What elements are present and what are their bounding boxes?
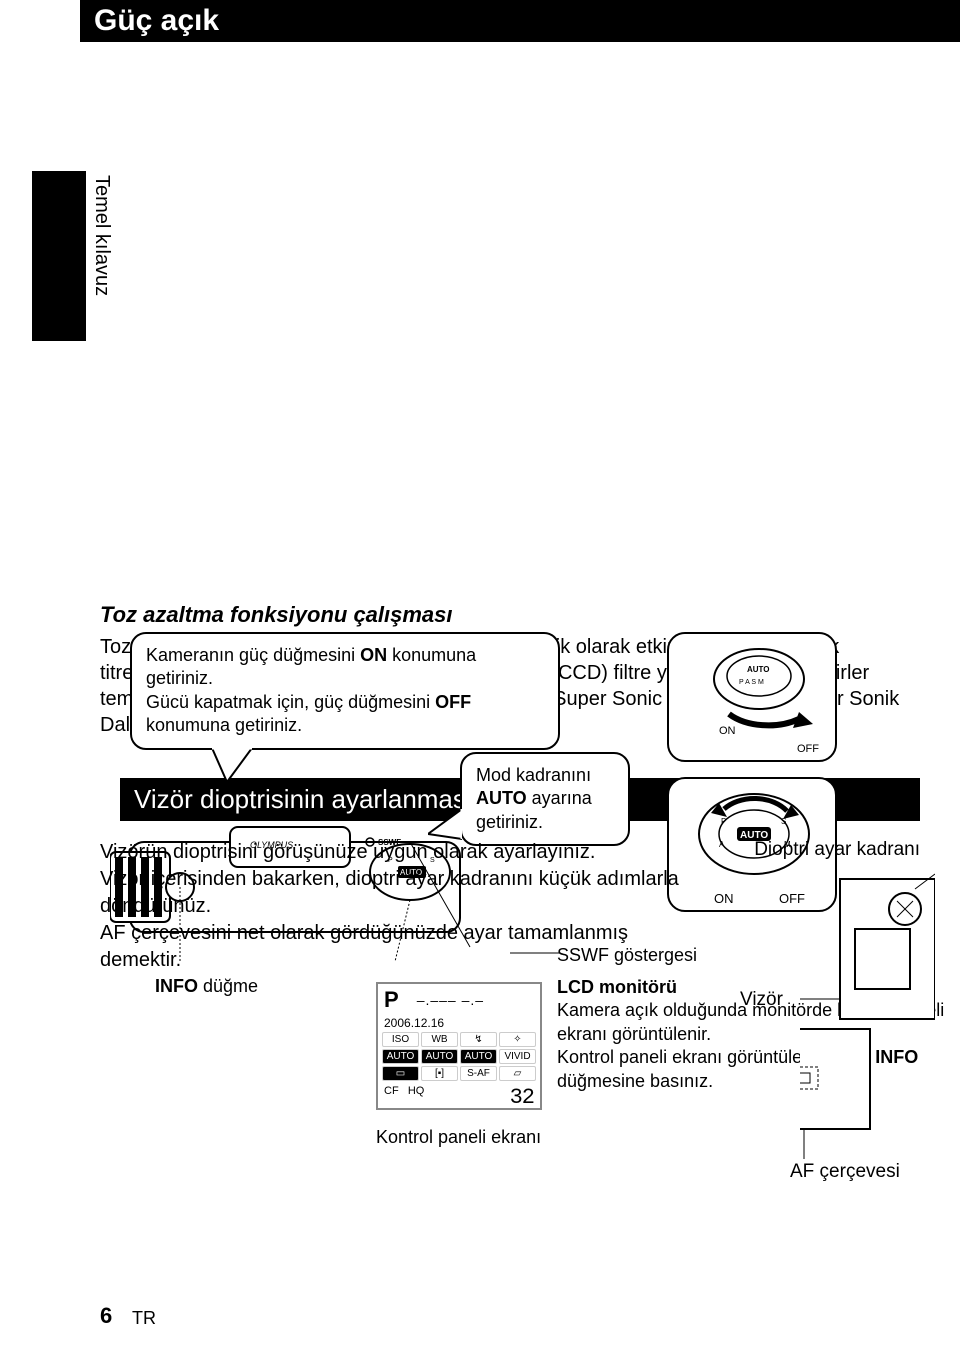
- page-locale: TR: [132, 1308, 156, 1329]
- lcd-saf: S-AF: [460, 1066, 497, 1081]
- callout-power-off: OFF: [435, 692, 471, 712]
- page-title: Güç açık: [80, 0, 960, 42]
- callout-mode-l1: Mod kadranını: [476, 765, 591, 785]
- af-frame-label: AF çerçevesi: [790, 1161, 900, 1183]
- viewfinder-label: Vizör: [740, 989, 783, 1011]
- lcd-vivid: VIVID: [499, 1049, 536, 1064]
- page-number: 6: [100, 1303, 112, 1329]
- sidebar-label: Temel kılavuz: [90, 175, 113, 296]
- callout-power-l2a: Gücü kapatmak için, güç düğmesini: [146, 692, 435, 712]
- svg-text:P A S M: P A S M: [739, 679, 764, 686]
- lcd-drive-hdr: ✧: [499, 1032, 536, 1047]
- callout-tail-icon: [202, 748, 262, 782]
- lcd-wb-hdr: WB: [421, 1032, 458, 1047]
- svg-text:S: S: [781, 817, 786, 826]
- viewfinder-figure: [800, 869, 935, 1129]
- info-rest: düğme: [198, 976, 258, 996]
- power-dial-figure: ON OFF AUTO P A S M: [667, 632, 837, 762]
- lcd-cf: CF: [384, 1085, 399, 1097]
- svg-text:AUTO: AUTO: [747, 665, 770, 674]
- lcd-iso-hdr: ISO: [382, 1032, 419, 1047]
- info-button-label: INFO düğme: [155, 976, 258, 997]
- callout-power: Kameranın güç düğmesini ON konumuna geti…: [130, 632, 560, 750]
- sidebar-tab: [32, 171, 86, 341]
- callout-power-l1a: Kameranın güç düğmesini: [146, 645, 360, 665]
- lcd-wb-val: AUTO: [421, 1049, 458, 1064]
- lcd-iso-val: AUTO: [382, 1049, 419, 1064]
- vizor-p2: Vizör içerisinden bakarken, dioptri ayar…: [100, 866, 680, 920]
- lcd-exposure-dashes: –.––– –.–: [417, 992, 484, 1008]
- diopter-dial-label: Dioptri ayar kadranı: [754, 839, 920, 861]
- lcd-hq: HQ: [408, 1085, 425, 1097]
- callout-power-on: ON: [360, 645, 387, 665]
- info-bold: INFO: [155, 976, 198, 996]
- lcd-desc-p2c: düğmesine basınız.: [557, 1071, 713, 1091]
- dial-off-label: OFF: [797, 743, 819, 755]
- callout-power-l2c: konumuna getiriniz.: [146, 715, 302, 735]
- lcd-date: 2006.12.16: [378, 1016, 540, 1030]
- control-panel-screen-label: Kontrol paneli ekranı: [376, 1127, 541, 1148]
- callout-mode-l2b: ayarına: [527, 788, 592, 808]
- dial-on-label: ON: [719, 725, 736, 737]
- vizor-p1: Vizörün dioptrisini görüşünüze uygun ola…: [100, 839, 680, 866]
- lcd-flash-hdr: ↯: [460, 1032, 497, 1047]
- lcd-mode: P: [384, 987, 399, 1013]
- svg-text:P: P: [721, 817, 726, 826]
- lcd-control-panel: P –.––– –.– 2006.12.16 ISO WB ↯ ✧ AUTO A…: [376, 982, 542, 1110]
- lcd-ic1: ▭: [382, 1066, 419, 1081]
- lcd-desc-heading: LCD monitörü: [557, 977, 677, 997]
- lcd-shot-count: 32: [510, 1085, 534, 1110]
- vizor-p3: AF çerçevesini net olarak gördüğünüzde a…: [100, 920, 680, 974]
- lcd-ic2: [▪]: [421, 1066, 458, 1081]
- lcd-ic3: ▱: [499, 1066, 536, 1081]
- dust-reduction-heading: Toz azaltma fonksiyonu çalışması: [100, 602, 920, 628]
- lcd-flash-val: AUTO: [460, 1049, 497, 1064]
